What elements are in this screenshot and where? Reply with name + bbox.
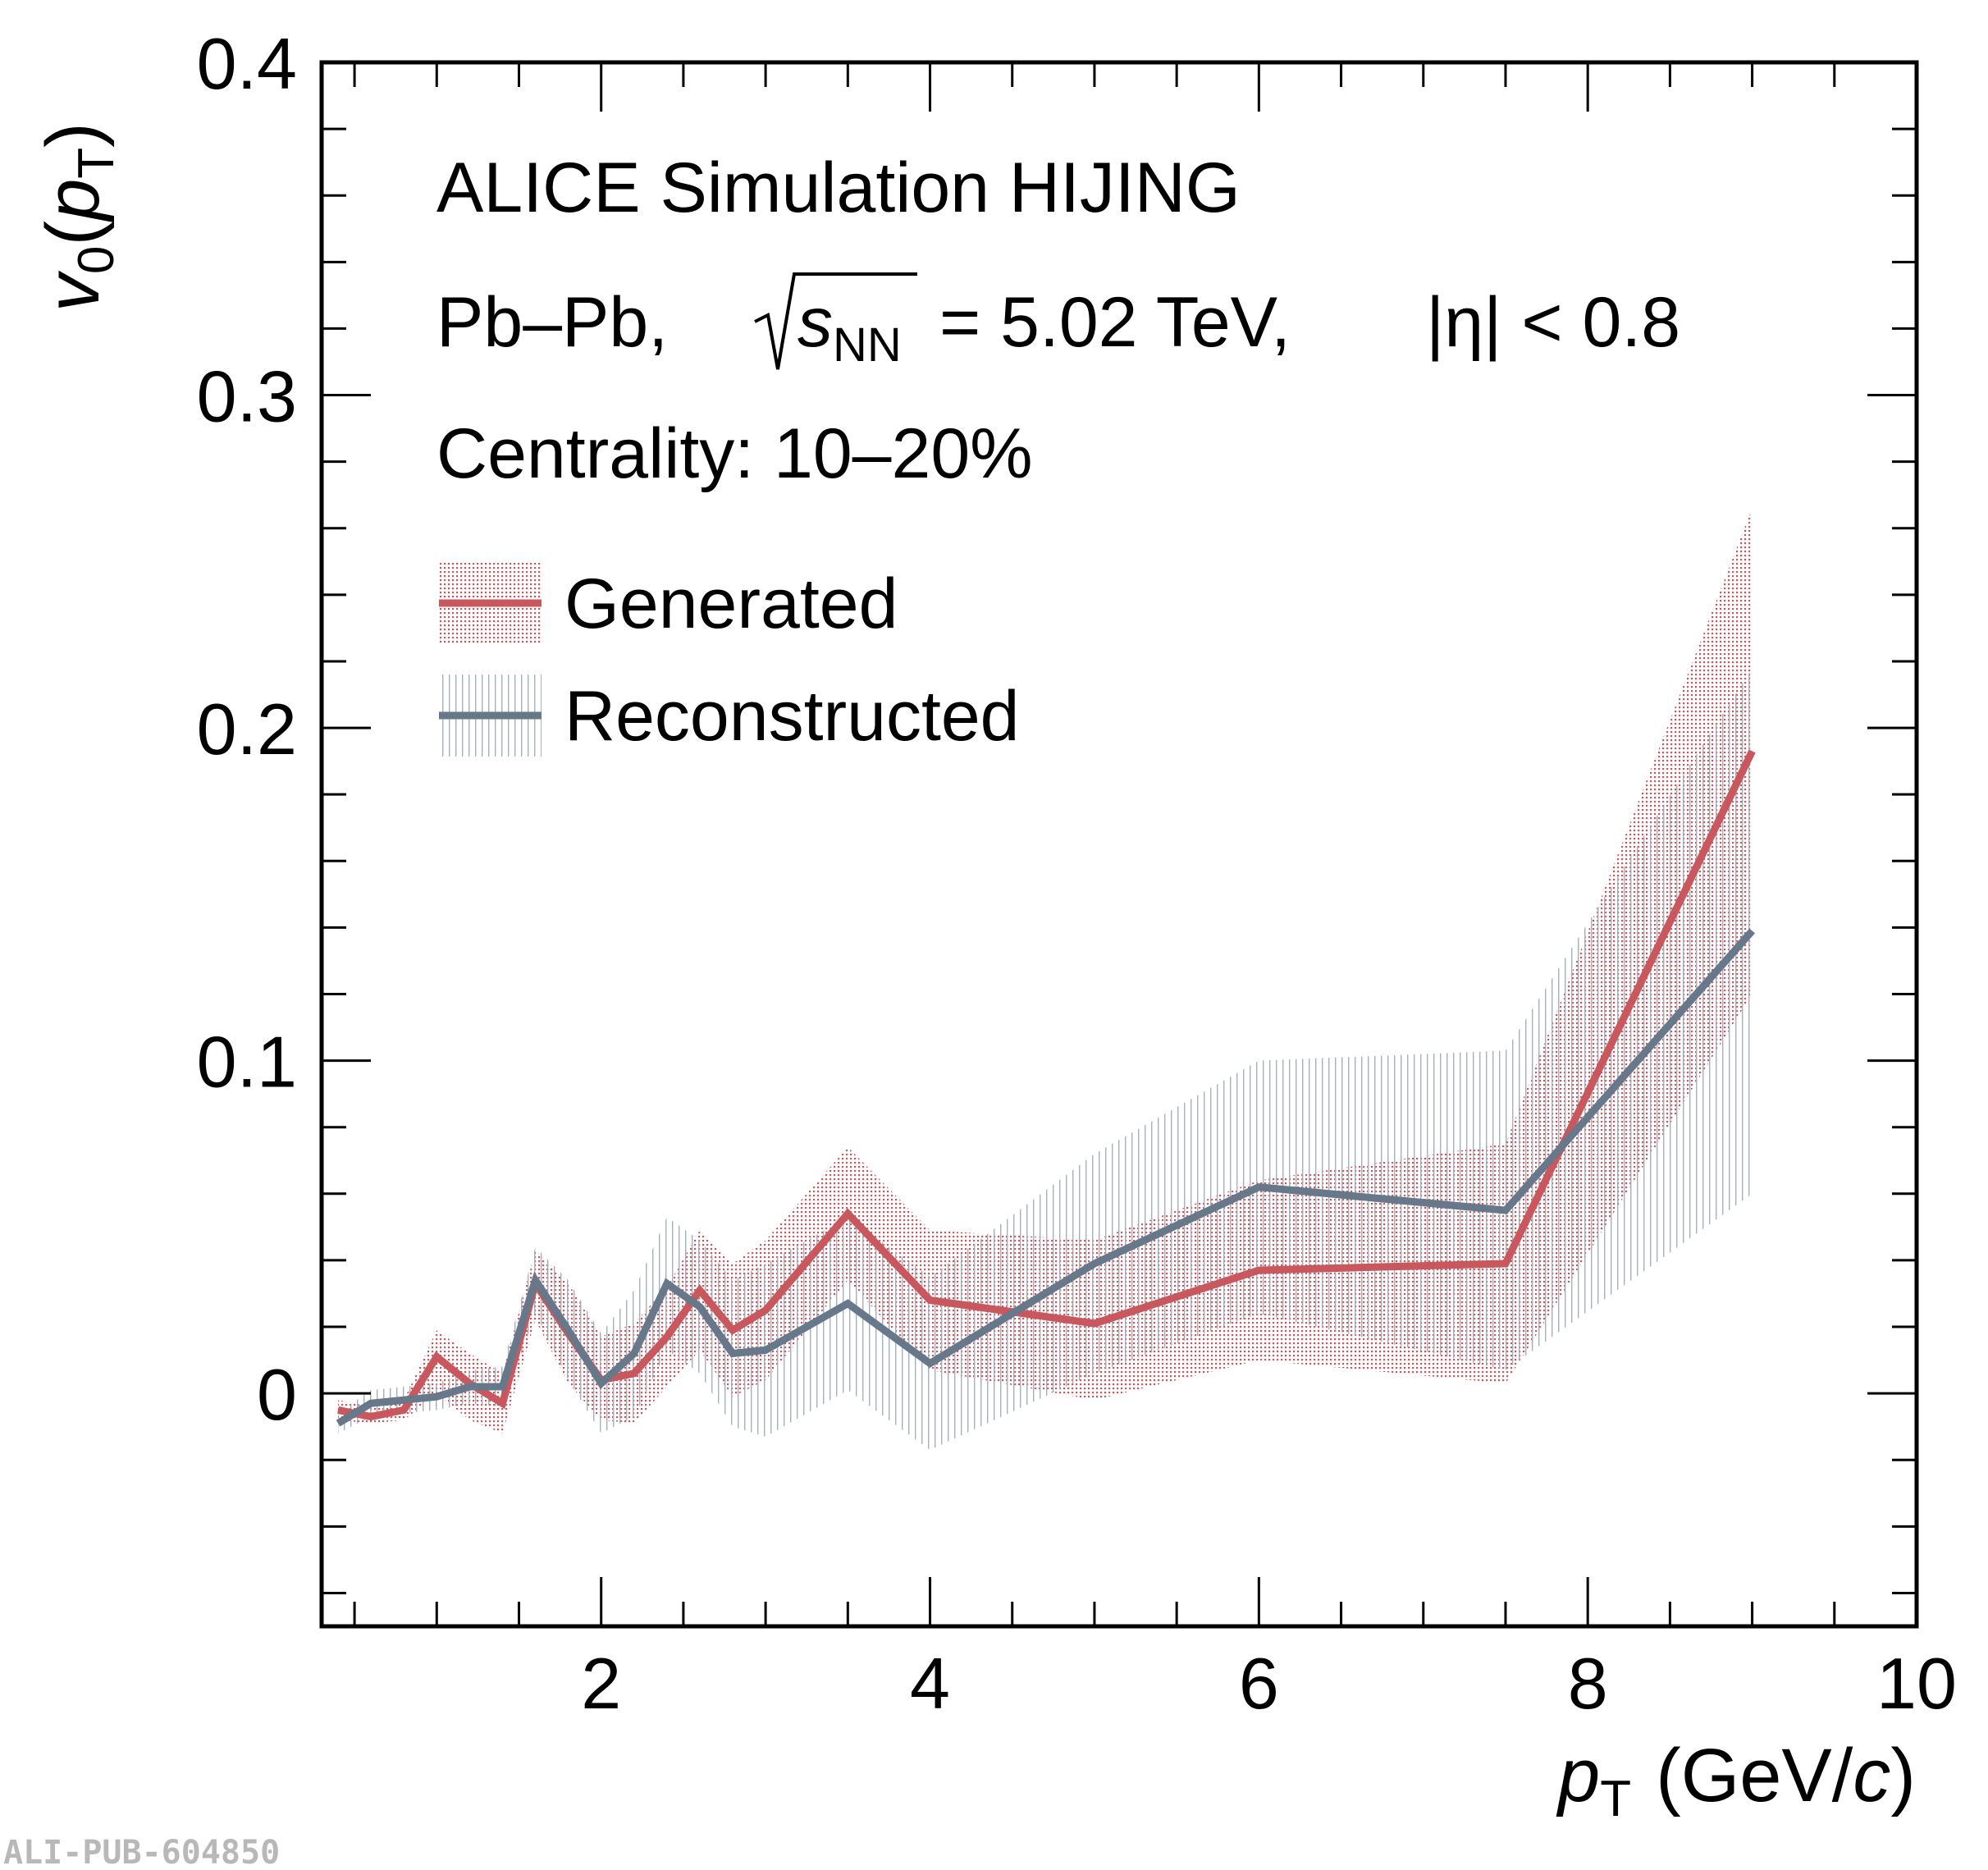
- y-axis-arg: p: [31, 179, 115, 223]
- sqrt-s-symbol: s: [797, 283, 833, 362]
- y-axis-arg-subscript: T: [68, 148, 125, 179]
- annotation-experiment: ALICE Simulation HIJING: [436, 149, 1241, 227]
- legend-label-generated: Generated: [564, 565, 898, 643]
- y-tick-label: 0.1: [197, 1022, 297, 1103]
- x-tick-label: 2: [581, 1643, 621, 1724]
- axis-ticks: [322, 61, 1918, 1626]
- plot-frame: [319, 60, 1919, 1629]
- y-tick-label: 0: [257, 1354, 297, 1435]
- x-tick-label: 10: [1876, 1643, 1957, 1724]
- legend-entry-reconstructed: Reconstructed: [439, 674, 1020, 757]
- x-axis-unit-open: (GeV/: [1656, 1734, 1853, 1817]
- tick-labels: 2 4 6 8 10 0 0.1 0.2 0.3 0.4: [197, 23, 1957, 1724]
- y-tick-label: 0.4: [197, 23, 297, 104]
- y-axis-paren-open: (: [31, 221, 115, 246]
- legend-entry-generated: Generated: [439, 562, 898, 644]
- x-axis-symbol: p: [1556, 1734, 1600, 1817]
- figure-id: ALI-PUB-604850: [3, 1834, 280, 1870]
- annotation-eta: |η| < 0.8: [1426, 283, 1680, 362]
- line-generated: [337, 749, 1756, 1421]
- x-tick-label: 8: [1568, 1643, 1608, 1724]
- legend: Generated Reconstructed: [439, 562, 1020, 757]
- x-axis-title: pT (GeV/c): [1556, 1734, 1916, 1827]
- y-tick-label: 0.2: [197, 688, 297, 770]
- x-tick-label: 6: [1239, 1643, 1279, 1724]
- annotation-system: Pb–Pb, sNN = 5.02 TeV, |η| < 0.8: [436, 272, 1680, 372]
- x-axis-unit-c: c: [1853, 1734, 1890, 1817]
- series-lines: [336, 749, 1756, 1427]
- y-axis-symbol: v: [31, 270, 115, 312]
- y-tick-label: 0.3: [197, 356, 297, 437]
- line-reconstructed: [336, 928, 1755, 1427]
- y-axis-subscript: 0: [68, 246, 125, 274]
- band-reconstructed: [338, 668, 1753, 1451]
- annotation-energy: = 5.02 TeV,: [939, 283, 1291, 362]
- legend-label-reconstructed: Reconstructed: [564, 677, 1020, 756]
- x-axis-subscript: T: [1600, 1771, 1631, 1827]
- y-axis-paren-close: ): [31, 122, 115, 148]
- sqrt-sign: [754, 272, 917, 370]
- annotation-sqrt-s: sNN: [797, 283, 902, 372]
- sqrt-s-subscript: NN: [833, 318, 902, 372]
- x-axis-unit-close: ): [1890, 1734, 1916, 1817]
- x-tick-label: 4: [910, 1643, 950, 1724]
- annotation-centrality: Centrality: 10–20%: [436, 414, 1033, 493]
- annotation-system-prefix: Pb–Pb,: [436, 283, 668, 362]
- y-axis-title: v0(pT): [31, 122, 125, 312]
